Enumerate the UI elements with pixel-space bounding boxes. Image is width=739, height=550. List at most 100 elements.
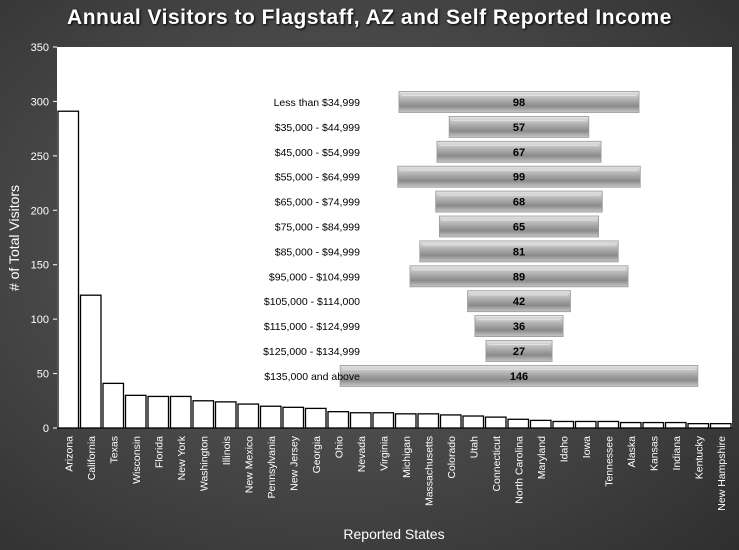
bar <box>574 420 597 429</box>
x-tick-label: Arizona <box>63 436 75 472</box>
income-value-label: 42 <box>513 296 525 308</box>
y-tick-label: 200 <box>31 205 49 217</box>
income-value-label: 89 <box>513 271 525 283</box>
income-bar <box>397 165 641 188</box>
y-tick-label: 350 <box>31 42 49 54</box>
bar <box>57 110 80 429</box>
bar <box>687 422 710 429</box>
x-tick-label: New Mexico <box>243 436 255 493</box>
x-tick-label: Alaska <box>626 436 638 468</box>
bar <box>349 412 372 429</box>
bar <box>394 413 417 429</box>
y-axis: 0 50 100 150 200 250 300 350 <box>31 42 57 435</box>
income-bar <box>398 91 640 113</box>
income-value-label: 68 <box>513 197 525 209</box>
x-tick-label: Idaho <box>558 436 570 462</box>
x-tick-label: Massachusetts <box>423 436 435 506</box>
y-tick-label: 0 <box>43 423 49 435</box>
income-label: $45,000 - $54,999 <box>275 147 360 159</box>
bar <box>79 294 102 429</box>
income-label: $125,000 - $134,999 <box>263 346 360 358</box>
x-tick-label: New Jersey <box>288 435 300 491</box>
bar <box>664 421 687 429</box>
income-bar <box>419 240 619 263</box>
x-tick-label: Tennessee <box>603 436 615 487</box>
x-tick-label: Kentucky <box>693 435 705 479</box>
bar <box>462 415 485 429</box>
x-tick-label: Maryland <box>536 436 548 479</box>
income-value-label: 36 <box>513 321 525 333</box>
x-tick-label: New York <box>176 435 188 480</box>
income-bar <box>436 140 602 163</box>
bar <box>214 401 237 429</box>
x-tick-label: Indiana <box>671 436 683 471</box>
y-tick-label: 50 <box>37 369 49 381</box>
income-value-label: 146 <box>510 371 528 383</box>
bar <box>237 403 260 429</box>
bar <box>642 421 665 429</box>
x-tick-label: Kansas <box>648 436 660 471</box>
x-tick-label: Nevada <box>356 436 368 472</box>
x-tick-label: Pennsylvania <box>266 436 278 499</box>
income-bar <box>339 364 699 387</box>
income-label: $105,000 - $114,000 <box>264 296 360 308</box>
income-label: $135,000 and above <box>264 371 360 383</box>
income-value-label: 67 <box>513 147 525 159</box>
y-tick-label: 150 <box>31 260 49 272</box>
y-axis-title: # of Total Visitors <box>6 185 22 291</box>
x-axis-title: Reported States <box>343 526 444 542</box>
bar <box>619 421 642 429</box>
income-label: Less than $34,999 <box>274 97 361 109</box>
x-tick-label: New Hampshire <box>716 436 728 511</box>
bar <box>259 405 282 429</box>
income-value-label: 57 <box>513 122 525 134</box>
bar <box>147 395 170 429</box>
x-tick-label: Virginia <box>378 436 390 471</box>
bar <box>709 422 732 429</box>
bar <box>282 406 305 429</box>
bar <box>484 416 507 429</box>
income-bar <box>438 215 600 238</box>
bar <box>124 394 147 429</box>
x-tick-label: Illinois <box>221 436 233 465</box>
x-tick-label: Connecticut <box>491 436 503 492</box>
bar <box>372 412 395 429</box>
income-label: $95,000 - $104,999 <box>269 271 360 283</box>
income-inset: Less than $34,999 98 $35,000 - $44,999 57 $4… <box>263 91 699 387</box>
income-label: $85,000 - $94,999 <box>275 246 360 258</box>
income-label: $75,000 - $84,999 <box>275 222 360 234</box>
income-value-label: 27 <box>513 346 525 358</box>
x-tick-label: Colorado <box>446 436 458 479</box>
income-bar <box>467 290 571 313</box>
income-value-label: 99 <box>513 172 525 184</box>
bar <box>507 418 530 429</box>
income-label: $35,000 - $44,999 <box>275 122 360 134</box>
income-bar <box>435 190 603 213</box>
bar <box>439 414 462 429</box>
x-tick-label: Michigan <box>401 436 413 478</box>
x-tick-label: Iowa <box>581 436 593 458</box>
bar <box>102 382 125 429</box>
bar <box>597 420 620 429</box>
income-bar <box>485 340 553 362</box>
income-label: $65,000 - $74,999 <box>275 197 360 209</box>
y-tick-label: 250 <box>31 151 49 163</box>
x-tick-label: Texas <box>108 436 120 463</box>
bar <box>529 419 552 429</box>
y-tick-label: 100 <box>31 314 49 326</box>
x-tick-label: Wisconsin <box>131 436 143 484</box>
income-value-label: 98 <box>513 97 525 109</box>
income-value-label: 81 <box>513 246 525 258</box>
bars-group <box>57 110 732 429</box>
income-bar <box>409 265 629 288</box>
x-tick-label: Florida <box>153 436 165 468</box>
x-tick-label: Utah <box>468 436 480 458</box>
x-tick-label: California <box>86 436 98 481</box>
x-tick-label: Ohio <box>333 436 345 458</box>
x-tick-label: Georgia <box>311 436 323 474</box>
income-label: $55,000 - $64,999 <box>275 172 360 184</box>
bar <box>417 413 440 429</box>
income-value-label: 65 <box>513 222 525 234</box>
bar <box>304 407 327 429</box>
